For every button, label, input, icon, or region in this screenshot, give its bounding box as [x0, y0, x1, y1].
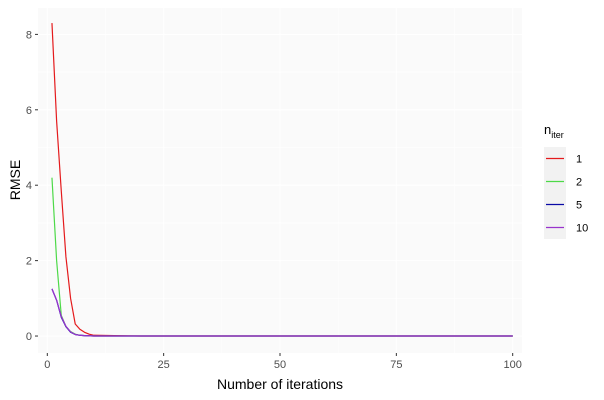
legend-label-5: 5	[576, 200, 582, 212]
y-tick-label: 4	[26, 180, 32, 192]
legend-title-subscript: iter	[551, 130, 564, 140]
legend-label-10: 10	[576, 223, 588, 235]
y-tick-label: 2	[26, 256, 32, 268]
y-tick-label: 8	[26, 29, 32, 41]
legend-keys: 1 2 5 10	[544, 147, 588, 239]
series-line-10	[51, 288, 513, 337]
x-tick-label: 100	[504, 359, 522, 371]
legend-title-main: n	[544, 122, 551, 137]
series-lines	[51, 23, 513, 337]
x-tick-label: 25	[158, 359, 170, 371]
legend-label-1: 1	[576, 154, 582, 166]
legend: niter 1 2 5 10	[544, 122, 588, 239]
y-axis-title: RMSE	[7, 160, 23, 200]
x-tick-label: 0	[44, 359, 50, 371]
x-axis-title: Number of iterations	[217, 376, 343, 392]
axes: 0 25 50 75 100 0 2 4 6 8	[26, 29, 522, 371]
y-tick-label: 6	[26, 105, 32, 117]
x-tick-label: 75	[390, 359, 402, 371]
legend-title: niter	[544, 122, 564, 140]
y-tick-label: 0	[26, 331, 32, 343]
legend-label-2: 2	[576, 177, 582, 189]
x-tick-label: 50	[274, 359, 286, 371]
